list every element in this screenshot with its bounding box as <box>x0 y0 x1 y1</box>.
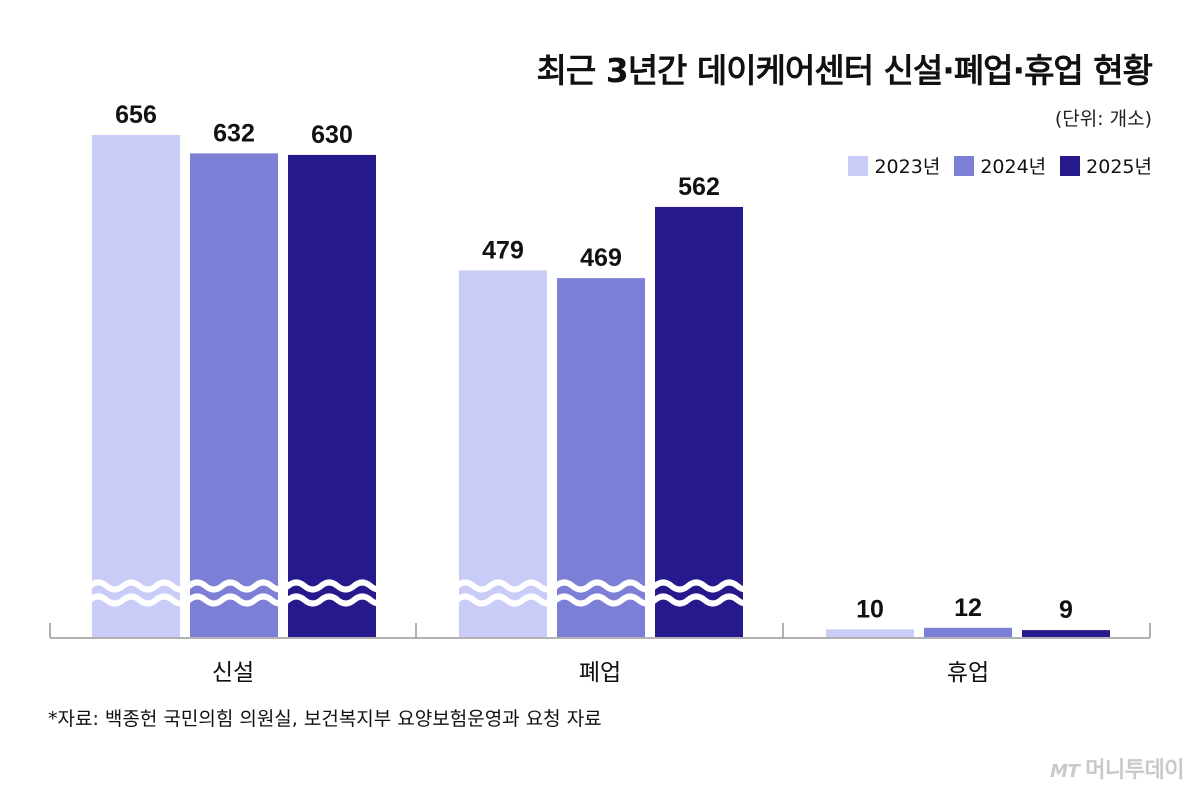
legend-label-2024: 2024년 <box>980 156 1047 178</box>
data-label-휴업-2025년: 9 <box>1059 596 1073 624</box>
data-label-폐업-2023년: 479 <box>482 236 524 264</box>
legend-swatch-2024 <box>954 155 975 176</box>
legend-label-2025: 2025년 <box>1086 156 1152 178</box>
data-label-폐업-2025년: 562 <box>678 173 720 201</box>
bar-폐업-2023년 <box>459 270 547 637</box>
data-label-신설-2024년: 632 <box>213 119 255 147</box>
legend-swatch-2023 <box>848 155 869 176</box>
watermark-logo: MT <box>1050 761 1080 782</box>
axis-break-wave-신설-0 <box>88 579 389 593</box>
data-label-신설-2023년: 656 <box>115 101 157 129</box>
bar-폐업-2024년 <box>557 278 645 637</box>
axis-break-wave-폐업-0 <box>455 579 756 593</box>
data-label-휴업-2024년: 12 <box>954 594 982 622</box>
bar-신설-2023년 <box>92 135 180 637</box>
watermark: MT 머니투데이 <box>1050 752 1184 784</box>
legend-item-2024: 2024년 <box>954 152 1046 179</box>
bar-신설-2025년 <box>288 154 376 637</box>
data-label-폐업-2024년: 469 <box>580 244 622 272</box>
legend-swatch-2025 <box>1060 155 1081 176</box>
bar-폐업-2025년 <box>655 206 743 637</box>
legend: 2023년 2024년 2025년 <box>848 152 1152 179</box>
chart-title: 최근 3년간 데이케어센터 신설·폐업·휴업 현황 <box>536 51 1153 90</box>
legend-label-2023: 2023년 <box>874 156 941 178</box>
unit-label: (단위: 개소) <box>1054 108 1152 130</box>
bar-휴업-2025년 <box>1022 630 1110 637</box>
data-label-휴업-2023년: 10 <box>856 595 884 623</box>
watermark-name: 머니투데이 <box>1085 758 1184 783</box>
legend-item-2025: 2025년 <box>1060 152 1152 179</box>
bar-휴업-2024년 <box>924 627 1012 637</box>
axis-break-wave-신설-1 <box>88 593 389 607</box>
bar-휴업-2023년 <box>826 629 914 637</box>
bar-신설-2024년 <box>190 153 278 638</box>
legend-item-2023: 2023년 <box>848 152 940 179</box>
data-label-신설-2025년: 630 <box>311 121 353 149</box>
axis-break-wave-폐업-1 <box>455 593 756 607</box>
x-tick-label-폐업: 폐업 <box>579 660 621 686</box>
x-tick-label-신설: 신설 <box>212 660 254 686</box>
source-note: *자료: 백종헌 국민의힘 의원실, 보건복지부 요양보험운영과 요청 자료 <box>48 708 602 730</box>
x-tick-label-휴업: 휴업 <box>947 660 989 686</box>
